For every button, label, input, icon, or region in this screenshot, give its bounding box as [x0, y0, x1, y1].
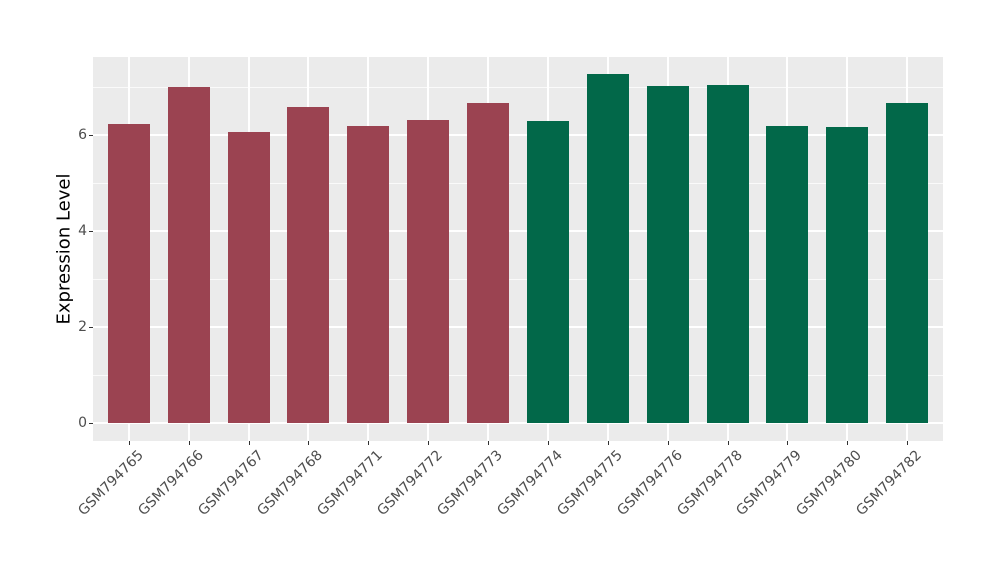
y-gridline-minor	[93, 278, 943, 280]
bar	[228, 132, 270, 423]
x-axis-tick	[308, 441, 309, 445]
y-axis-tick	[89, 423, 93, 424]
x-axis-tick	[488, 441, 489, 445]
y-gridline-major	[93, 134, 943, 136]
x-axis-tick	[548, 441, 549, 445]
bar	[527, 121, 569, 423]
x-axis-tick	[368, 441, 369, 445]
x-axis-tick	[847, 441, 848, 445]
bar	[108, 123, 150, 423]
bar	[347, 125, 389, 423]
bar	[707, 84, 749, 423]
x-axis-tick	[608, 441, 609, 445]
y-gridline-major	[93, 422, 943, 424]
x-axis-tick	[907, 441, 908, 445]
y-axis-tick	[89, 135, 93, 136]
x-axis-tick	[728, 441, 729, 445]
y-gridline-major	[93, 326, 943, 328]
bar	[287, 107, 329, 423]
y-axis-title: Expression Level	[53, 173, 75, 325]
y-tick-label: 2	[78, 319, 87, 335]
bar	[467, 102, 509, 423]
y-tick-label: 0	[78, 415, 87, 431]
x-axis-tick	[189, 441, 190, 445]
y-gridline-minor	[93, 86, 943, 88]
x-axis-tick	[787, 441, 788, 445]
y-gridline-major	[93, 230, 943, 232]
y-tick-label: 4	[78, 223, 87, 239]
y-axis-tick	[89, 327, 93, 328]
x-axis-tick	[428, 441, 429, 445]
y-tick-label: 6	[78, 127, 87, 143]
y-gridline-minor	[93, 374, 943, 376]
bar	[826, 126, 868, 423]
bar	[766, 125, 808, 423]
x-axis-tick	[249, 441, 250, 445]
bar	[168, 87, 210, 423]
bar-layer	[93, 57, 943, 441]
bar	[407, 120, 449, 423]
bar	[587, 74, 629, 423]
plot-panel	[93, 57, 943, 441]
bar	[886, 103, 928, 423]
y-axis-tick	[89, 231, 93, 232]
y-gridline-minor	[93, 182, 943, 184]
bar	[647, 85, 689, 423]
x-axis-tick	[129, 441, 130, 445]
x-axis-tick	[668, 441, 669, 445]
